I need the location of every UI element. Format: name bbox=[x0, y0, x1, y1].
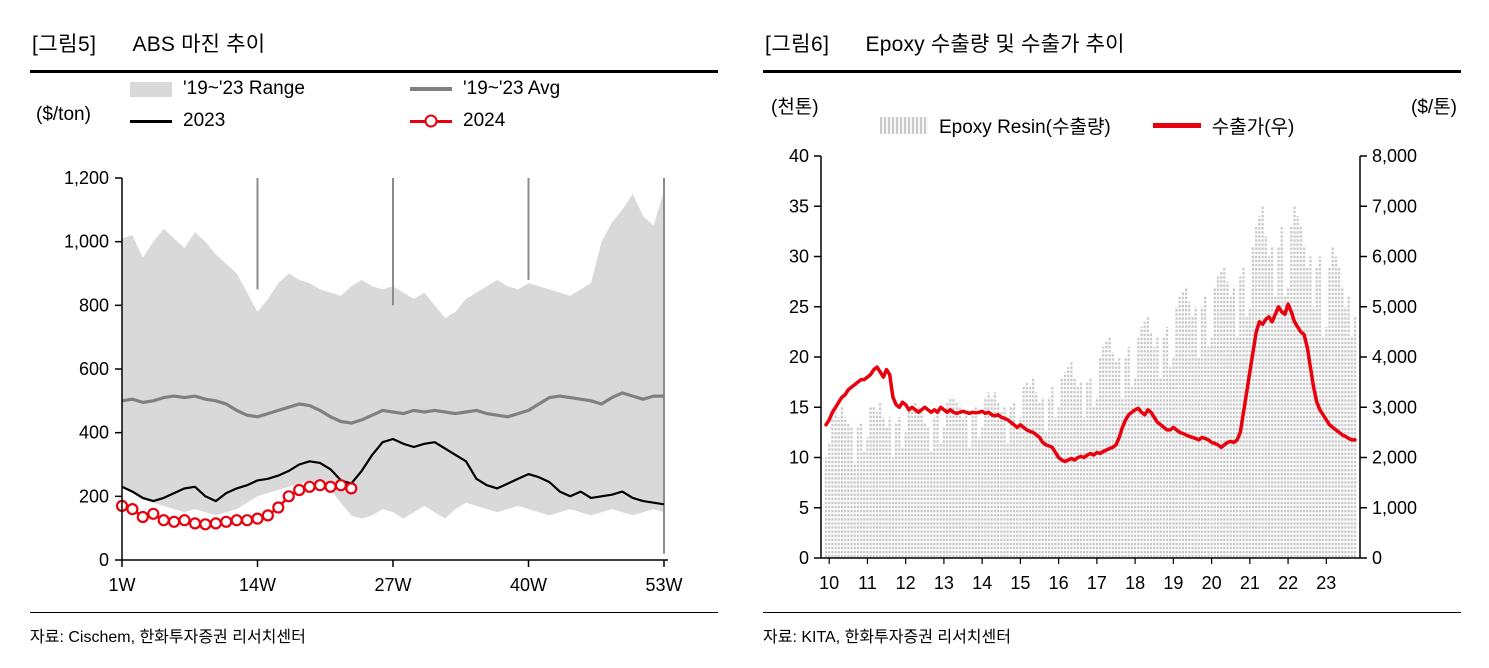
svg-text:22: 22 bbox=[1278, 573, 1298, 593]
figure6-right-axis-unit: ($/톤) bbox=[1411, 97, 1457, 118]
svg-text:800: 800 bbox=[79, 295, 109, 315]
svg-text:1,000: 1,000 bbox=[64, 232, 109, 252]
bars-swatch bbox=[880, 117, 928, 134]
legend-item-2023: 2023 bbox=[130, 110, 410, 132]
figure5-header: [그림5] ABS 마진 추이 bbox=[30, 24, 718, 73]
range-band-swatch bbox=[130, 81, 172, 97]
svg-text:400: 400 bbox=[79, 423, 109, 443]
legend-label-2023: 2023 bbox=[183, 110, 226, 131]
legend-item-epoxy-volume: Epoxy Resin(수출량) bbox=[880, 112, 1111, 139]
figure6-panel: [그림6] Epoxy 수출량 및 수출가 추이 (천톤) ($/톤) Epox… bbox=[763, 24, 1461, 660]
avg-line-swatch bbox=[410, 87, 452, 91]
legend-item-export-price: 수출가(우) bbox=[1152, 112, 1295, 139]
abs-margin-plot: 0 200 400 600 800 1,000 1,200 1W 14W 27W 40W 53W bbox=[64, 168, 683, 595]
svg-text:3,000: 3,000 bbox=[1372, 397, 1417, 417]
open-circle-marker bbox=[424, 114, 438, 128]
svg-text:20: 20 bbox=[1202, 573, 1222, 593]
svg-text:40: 40 bbox=[789, 146, 809, 166]
svg-text:10: 10 bbox=[819, 573, 839, 593]
line-2024-swatch bbox=[410, 114, 452, 128]
figure5-y-axis-unit: ($/ton) bbox=[36, 104, 91, 125]
svg-text:5,000: 5,000 bbox=[1372, 297, 1417, 317]
svg-text:0: 0 bbox=[799, 548, 809, 568]
legend-label-range: '19~'23 Range bbox=[183, 78, 305, 99]
svg-text:27W: 27W bbox=[374, 575, 411, 595]
svg-text:21: 21 bbox=[1240, 573, 1260, 593]
legend-label-epoxy-volume: Epoxy Resin(수출량) bbox=[939, 117, 1111, 138]
epoxy-export-chart: (천톤) ($/톤) Epoxy Resin(수출량) 수출가(우) 0 5 10 1… bbox=[763, 70, 1461, 600]
svg-text:25: 25 bbox=[789, 297, 809, 317]
svg-text:15: 15 bbox=[789, 397, 809, 417]
legend-item-2024: 2024 bbox=[410, 110, 640, 132]
legend-item-avg: '19~'23 Avg bbox=[410, 78, 640, 100]
svg-text:8,000: 8,000 bbox=[1372, 146, 1417, 166]
legend-label-avg: '19~'23 Avg bbox=[463, 78, 561, 99]
svg-text:16: 16 bbox=[1049, 573, 1069, 593]
figure5-tag: [그림5] bbox=[32, 33, 97, 56]
svg-text:6,000: 6,000 bbox=[1372, 247, 1417, 267]
svg-text:19: 19 bbox=[1163, 573, 1183, 593]
figure6-left-axis-unit: (천톤) bbox=[771, 97, 819, 118]
price-line-swatch bbox=[1152, 123, 1201, 128]
svg-text:1,000: 1,000 bbox=[1372, 498, 1417, 518]
svg-text:11: 11 bbox=[858, 573, 877, 593]
svg-text:200: 200 bbox=[79, 486, 109, 506]
svg-text:1W: 1W bbox=[109, 575, 136, 595]
figure6-header: [그림6] Epoxy 수출량 및 수출가 추이 bbox=[763, 24, 1461, 73]
svg-text:23: 23 bbox=[1316, 573, 1336, 593]
figure5-source: 자료: Cischem, 한화투자증권 리서치센터 bbox=[30, 612, 718, 647]
abs-margin-chart: ($/ton) '19~'23 Range '19~'23 Avg 2023 2… bbox=[30, 70, 718, 600]
figure5-panel: [그림5] ABS 마진 추이 ($/ton) '19~'23 Range '1… bbox=[30, 24, 718, 660]
legend-label-2024: 2024 bbox=[463, 110, 506, 131]
svg-text:13: 13 bbox=[934, 573, 954, 593]
figure5-title: ABS 마진 추이 bbox=[132, 33, 266, 56]
epoxy-export-plot: 0 5 10 15 20 25 30 35 40 0 1,000 2,000 3,000 4,000 5,0… bbox=[789, 146, 1417, 593]
svg-text:35: 35 bbox=[789, 196, 809, 216]
svg-text:10: 10 bbox=[789, 448, 809, 468]
figure6-source: 자료: KITA, 한화투자증권 리서치센터 bbox=[763, 612, 1461, 647]
svg-text:1,200: 1,200 bbox=[64, 168, 109, 188]
figure6-tag: [그림6] bbox=[765, 33, 830, 56]
svg-text:0: 0 bbox=[99, 550, 109, 570]
figure5-legend: '19~'23 Range '19~'23 Avg 2023 2024 bbox=[130, 78, 640, 132]
svg-text:600: 600 bbox=[79, 359, 109, 379]
legend-label-export-price: 수출가(우) bbox=[1211, 117, 1295, 138]
svg-text:14: 14 bbox=[972, 573, 992, 593]
figure6-title: Epoxy 수출량 및 수출가 추이 bbox=[865, 33, 1125, 56]
svg-text:14W: 14W bbox=[239, 575, 276, 595]
svg-text:30: 30 bbox=[789, 247, 809, 267]
svg-text:4,000: 4,000 bbox=[1372, 347, 1417, 367]
svg-text:20: 20 bbox=[789, 347, 809, 367]
svg-text:2,000: 2,000 bbox=[1372, 448, 1417, 468]
figure6-legend: Epoxy Resin(수출량) 수출가(우) bbox=[880, 112, 1294, 139]
legend-item-range: '19~'23 Range bbox=[130, 78, 410, 100]
svg-text:17: 17 bbox=[1087, 573, 1107, 593]
svg-text:53W: 53W bbox=[645, 575, 682, 595]
svg-text:15: 15 bbox=[1010, 573, 1030, 593]
line-2023-swatch bbox=[130, 119, 172, 123]
svg-text:40W: 40W bbox=[510, 575, 547, 595]
svg-text:5: 5 bbox=[799, 498, 809, 518]
svg-text:18: 18 bbox=[1125, 573, 1145, 593]
svg-text:12: 12 bbox=[896, 573, 916, 593]
svg-text:0: 0 bbox=[1372, 548, 1382, 568]
svg-text:7,000: 7,000 bbox=[1372, 196, 1417, 216]
